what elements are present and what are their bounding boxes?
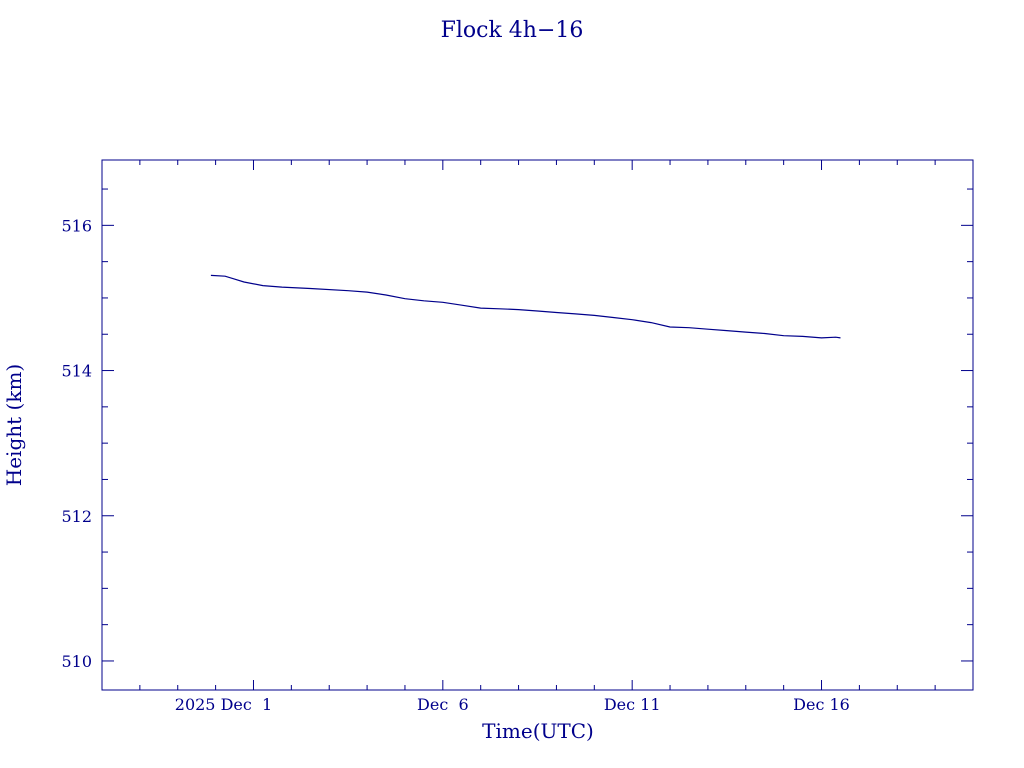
x-axis-title: Time(UTC) — [482, 719, 594, 743]
y-tick-label: 516 — [61, 216, 92, 235]
tick-labels: 2025 Dec 1 Dec 6 Dec 11 Dec 16 510 512 514 516 — [61, 216, 849, 714]
plot-frame — [101, 159, 974, 691]
x-tick-label: Dec 6 — [417, 695, 469, 714]
y-axis-title: Height (km) — [2, 364, 26, 486]
axis-ticks — [102, 160, 973, 690]
chart-title: Flock 4h−16 — [441, 18, 584, 43]
y-tick-label: 512 — [61, 507, 92, 526]
y-tick-label: 514 — [61, 362, 92, 381]
series-line — [210, 274, 841, 339]
y-tick-label: 510 — [61, 652, 92, 671]
x-tick-label: Dec 11 — [604, 695, 661, 714]
x-tick-label: Dec 16 — [793, 695, 850, 714]
x-tick-label: 2025 Dec 1 — [175, 695, 272, 714]
